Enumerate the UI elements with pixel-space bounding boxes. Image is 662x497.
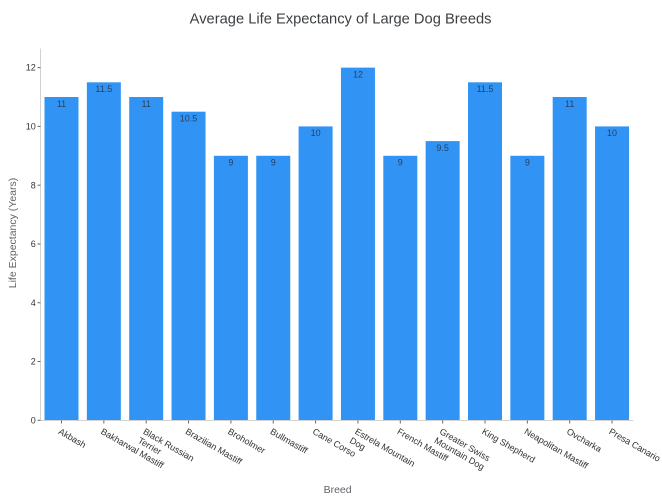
svg-text:Average Life Expectancy of Lar: Average Life Expectancy of Large Dog Bre…: [190, 12, 492, 28]
svg-text:10: 10: [607, 128, 617, 138]
svg-text:9: 9: [228, 158, 233, 168]
svg-text:9: 9: [525, 158, 530, 168]
svg-text:12: 12: [26, 63, 36, 73]
svg-text:9.5: 9.5: [436, 143, 449, 153]
svg-text:0: 0: [31, 415, 36, 425]
svg-text:11: 11: [57, 99, 66, 109]
svg-text:6: 6: [31, 239, 36, 249]
svg-text:11: 11: [142, 99, 151, 109]
svg-text:9: 9: [271, 158, 276, 168]
svg-text:10: 10: [26, 122, 36, 132]
svg-text:Breed: Breed: [324, 484, 352, 496]
svg-text:8: 8: [31, 180, 36, 190]
svg-text:4: 4: [31, 298, 36, 308]
svg-text:11.5: 11.5: [477, 84, 494, 94]
svg-text:11.5: 11.5: [95, 84, 112, 94]
svg-text:2: 2: [31, 357, 36, 367]
svg-text:12: 12: [353, 69, 363, 79]
svg-text:10: 10: [311, 128, 321, 138]
svg-text:11: 11: [565, 99, 574, 109]
svg-text:9: 9: [398, 158, 403, 168]
svg-text:10.5: 10.5: [180, 114, 198, 124]
svg-text:Life Expectancy (Years): Life Expectancy (Years): [7, 178, 19, 289]
